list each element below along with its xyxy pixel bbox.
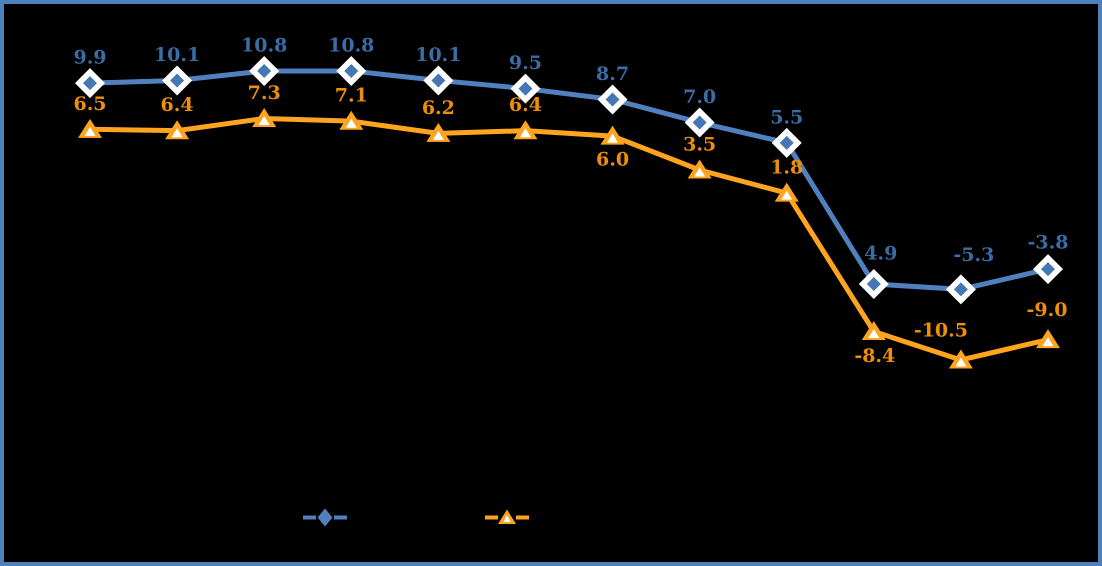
data-label: 6.4 (161, 94, 194, 116)
legend-item-orange-triangle-series (485, 509, 529, 524)
series-markers (75, 55, 1063, 369)
series-lines (87, 68, 1051, 363)
diamond-marker-icon-center (83, 76, 97, 91)
diamond-marker-icon-center (779, 135, 794, 150)
diamond-marker-icon-center (344, 63, 359, 78)
data-label: 9.5 (509, 52, 542, 74)
data-label: -10.5 (914, 319, 968, 341)
data-label: 7.0 (683, 86, 716, 108)
triangle-marker-icon-center (84, 126, 96, 136)
line-blue-diamond-series (87, 68, 1051, 292)
data-label: -9.0 (1027, 299, 1068, 321)
data-label: 7.3 (248, 82, 281, 104)
diamond-marker-icon-center (431, 73, 446, 88)
line-orange-triangle-series (87, 115, 1051, 363)
data-label: 4.9 (864, 242, 897, 264)
data-label: 6.0 (596, 149, 629, 171)
data-label: 8.7 (596, 63, 629, 85)
data-label: 6.2 (422, 97, 455, 119)
triangle-marker-icon-center (171, 128, 183, 138)
data-label: 10.8 (328, 34, 374, 56)
data-labels: 9.9 10.1 10.8 10.8 10.1 9.5 8.7 7.0 5.5 4.9 -5.3 -3… (73, 34, 1068, 367)
diamond-marker-icon-center (1040, 262, 1055, 277)
diamond-marker-icon-center (692, 115, 707, 130)
triangle-marker-icon-center (607, 133, 619, 143)
legend (303, 508, 529, 527)
diamond-marker-icon-center (605, 92, 620, 107)
diamond-marker-icon-center (953, 282, 968, 297)
diamond-icon (317, 508, 333, 527)
triangle-marker-icon-center (519, 128, 531, 138)
data-label: 9.9 (73, 47, 106, 69)
diamond-marker-icon-center (170, 73, 185, 88)
triangle-marker-icon-center (1042, 337, 1054, 347)
triangle-marker-icon-center (868, 329, 880, 339)
triangle-marker-icon-center (694, 167, 706, 177)
legend-item-blue-diamond-series (303, 508, 347, 527)
diamond-marker-icon-center (518, 81, 533, 96)
data-label: 6.4 (509, 94, 542, 116)
data-label: -5.3 (953, 244, 994, 266)
triangle-marker-icon-center (432, 130, 444, 140)
triangle-marker-icon-center (955, 357, 967, 367)
data-label: 3.5 (683, 134, 716, 156)
diamond-marker-icon-center (866, 276, 881, 291)
data-label: 10.1 (415, 44, 461, 66)
data-label: 10.8 (241, 34, 287, 56)
data-label: 6.5 (73, 93, 106, 115)
data-label: 10.1 (154, 44, 200, 66)
diamond-marker-icon-center (257, 63, 272, 78)
data-label: 7.1 (335, 85, 368, 107)
data-label: 1.8 (770, 157, 803, 179)
triangle-marker-icon-center (781, 190, 793, 200)
triangle-marker-icon-center (345, 118, 357, 128)
data-label: -8.4 (854, 345, 895, 367)
triangle-marker-icon-center (258, 115, 270, 125)
data-label: -3.8 (1028, 232, 1069, 254)
triangle-icon-center (503, 515, 511, 522)
data-label: 5.5 (770, 106, 803, 128)
